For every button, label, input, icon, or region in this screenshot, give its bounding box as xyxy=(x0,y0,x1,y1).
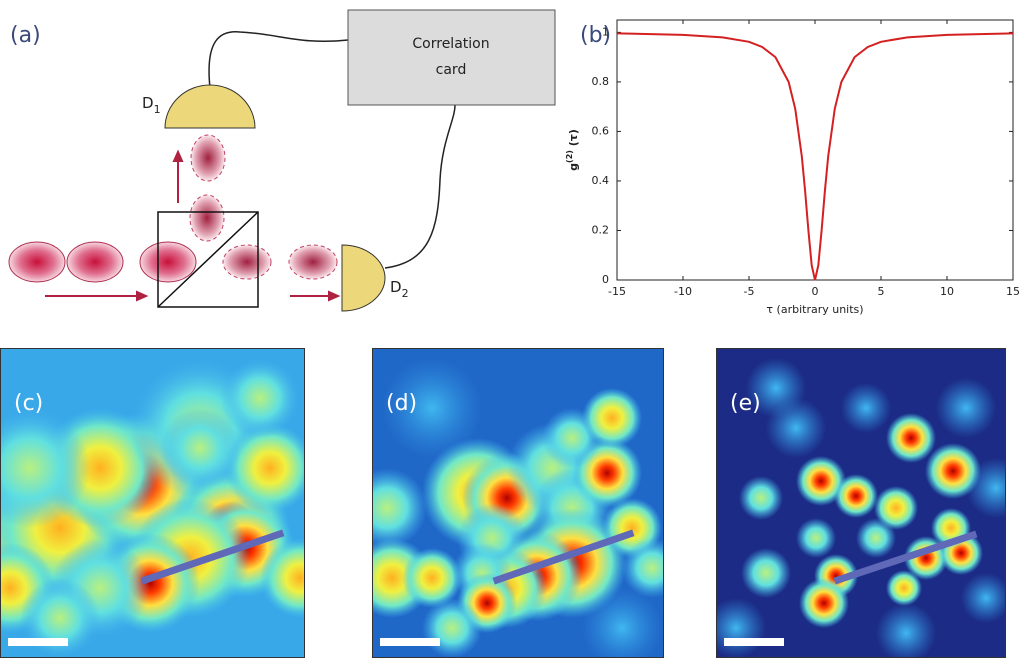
diagram: (a) Correlation card D1 D2 xyxy=(9,10,555,311)
image-panel: (c) xyxy=(0,348,340,658)
intensity-blob xyxy=(961,573,1011,623)
y-axis-label: g(2) (τ) xyxy=(565,129,580,171)
y-tick-label: 0.8 xyxy=(592,75,610,88)
x-axis-label: τ (arbitrary units) xyxy=(766,303,863,316)
panel-label: (a) xyxy=(10,23,41,48)
pulse xyxy=(191,135,225,181)
intensity-blob xyxy=(706,598,766,658)
intensity-blob xyxy=(796,518,836,558)
pulse xyxy=(67,242,123,282)
y-tick-label: 0 xyxy=(602,273,609,286)
x-tick-label: 15 xyxy=(1006,285,1020,298)
correlation-card xyxy=(348,10,555,105)
pulse xyxy=(289,245,337,279)
cable xyxy=(385,105,455,268)
intensity-blob xyxy=(799,578,849,628)
x-tick-label: -15 xyxy=(608,285,626,298)
detector-subscript: 2 xyxy=(402,287,409,300)
intensity-blob xyxy=(741,548,791,598)
pulse xyxy=(223,245,271,279)
pulse xyxy=(140,242,196,282)
y-axis-label-sup: (2) xyxy=(565,150,574,163)
figure: (a) Correlation card D1 D2 (b) -15-10-50… xyxy=(0,0,1023,658)
x-tick-label: 10 xyxy=(940,285,954,298)
scale-bar xyxy=(724,638,784,646)
intensity-blob xyxy=(622,538,682,598)
chart: -15 -10 -5 0 5 10 15 0 0.2 0.4 0.6 0.8 1 τ (arbitrary… xyxy=(565,20,1020,316)
intensity-blob xyxy=(886,570,922,606)
cable xyxy=(209,32,348,88)
intensity-blob xyxy=(347,468,427,548)
box-label: card xyxy=(436,62,467,78)
y-axis-label: g xyxy=(567,163,580,171)
panel-label: (c) xyxy=(14,391,43,416)
y-tick-label: 0.6 xyxy=(592,124,610,137)
intensity-blob xyxy=(834,474,878,518)
intensity-blob xyxy=(220,358,300,438)
detector xyxy=(342,245,385,311)
line-series xyxy=(617,33,1013,280)
detector xyxy=(165,85,255,128)
detector-label: D1 xyxy=(142,94,161,116)
intensity-blob xyxy=(582,388,642,448)
intensity-blob xyxy=(739,476,783,520)
intensity-blob xyxy=(841,383,891,433)
scale-bar xyxy=(8,638,68,646)
x-tick-label: 0 xyxy=(812,285,819,298)
y-tick-label: 0.2 xyxy=(592,223,610,236)
y-tick-label: 1 xyxy=(602,25,609,38)
pulse xyxy=(190,195,224,241)
scale-bar xyxy=(380,638,440,646)
panel-label: (e) xyxy=(730,391,761,416)
x-tick-label: -5 xyxy=(744,285,755,298)
x-tick-label: 5 xyxy=(878,285,885,298)
intensity-blob xyxy=(886,413,936,463)
box-label: Correlation xyxy=(412,36,489,52)
intensity-blob xyxy=(936,378,996,438)
y-axis-label: (τ) xyxy=(567,129,580,150)
intensity-blob xyxy=(422,598,482,658)
x-tick-label: -10 xyxy=(674,285,692,298)
intensity-blob xyxy=(260,538,340,618)
image-panel: (e) xyxy=(706,348,1023,658)
detector-label: D xyxy=(142,94,154,112)
plot-frame xyxy=(617,20,1013,280)
detector-subscript: 1 xyxy=(154,103,161,116)
image-panel: (d) xyxy=(347,348,682,658)
detector-label: D2 xyxy=(390,278,409,300)
pulse xyxy=(9,242,65,282)
intensity-blob xyxy=(856,518,896,558)
panel-label: (d) xyxy=(386,391,417,416)
detector-label: D xyxy=(390,278,402,296)
y-tick-label: 0.4 xyxy=(592,174,610,187)
